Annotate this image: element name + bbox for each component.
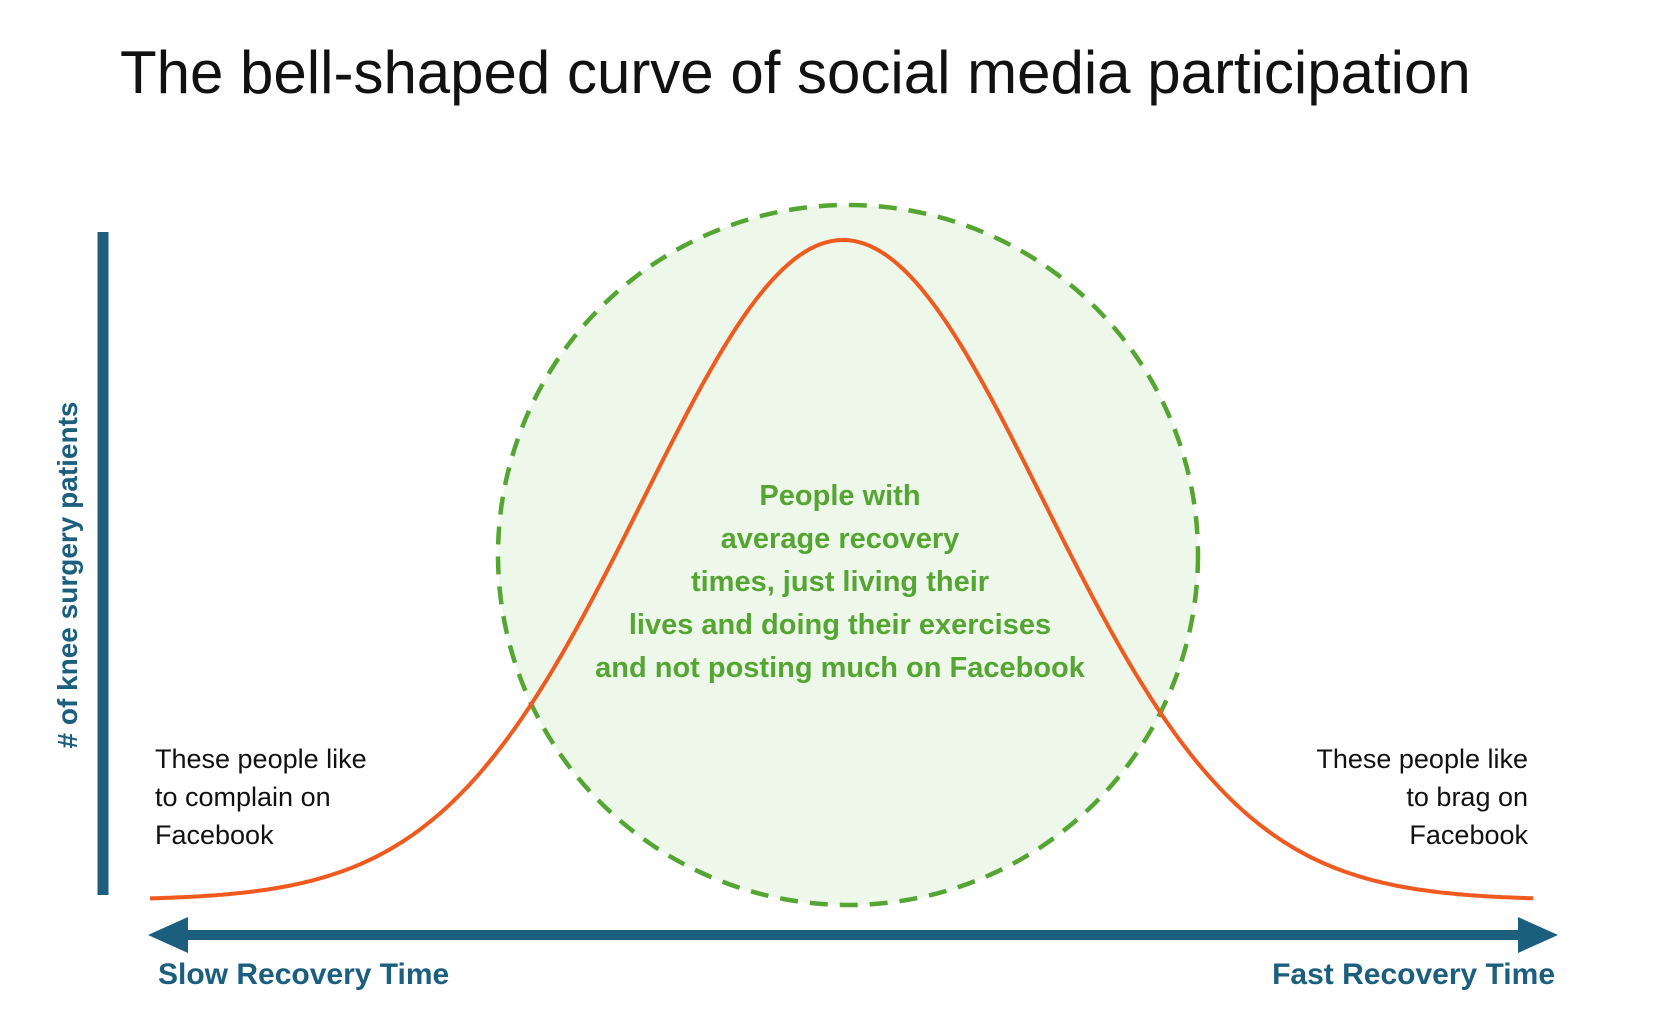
center-annotation-line: and not posting much on Facebook — [595, 652, 1085, 684]
y-axis-label: # of knee surgery patients — [52, 401, 83, 749]
x-axis-right-label: Fast Recovery Time — [1272, 958, 1555, 991]
left-annotation-line: These people like — [155, 744, 367, 774]
bell-curve — [149, 237, 1534, 901]
center-annotation-line: lives and doing their exercises — [628, 609, 1052, 641]
center-annotation-line: People with — [759, 480, 921, 512]
left-annotation-line: to complain on — [155, 782, 331, 812]
right-arrowhead — [1518, 917, 1558, 953]
average-group-circle — [495, 202, 1201, 908]
right-annotation-line: to brag on — [1406, 782, 1528, 812]
left-annotation: These people like to complain on Faceboo… — [155, 740, 367, 854]
page-title: The bell-shaped curve of social media pa… — [120, 39, 1471, 106]
left-arrowhead — [148, 917, 188, 953]
right-annotation: These people like to brag on Facebook — [1316, 740, 1528, 854]
x-axis-left-label: Slow Recovery Time — [158, 958, 450, 991]
center-annotation: People with average recovery times, just… — [540, 475, 1140, 690]
x-axis-double-arrow — [148, 917, 1558, 953]
center-annotation-line: times, just living their — [690, 566, 990, 598]
right-annotation-line: These people like — [1316, 744, 1528, 774]
center-annotation-line: average recovery — [720, 523, 960, 555]
right-annotation-line: Facebook — [1409, 820, 1528, 850]
left-annotation-line: Facebook — [155, 820, 274, 850]
